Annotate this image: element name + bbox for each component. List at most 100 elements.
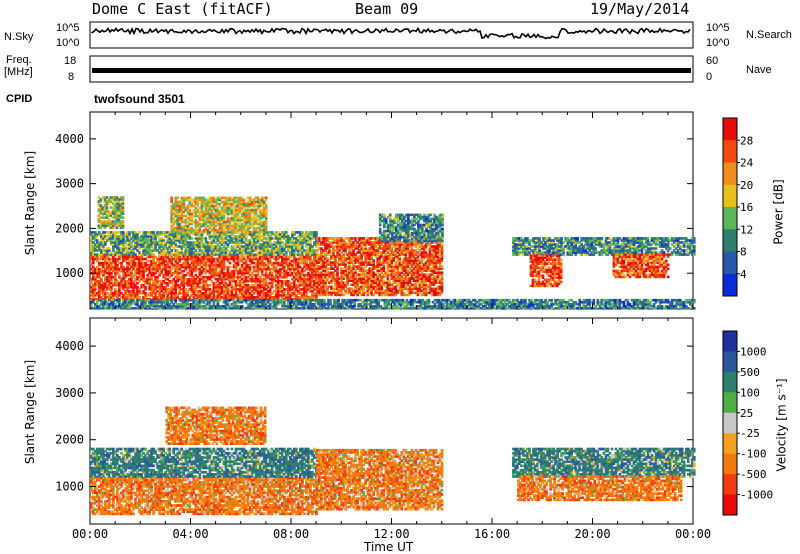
- heatmap-cell: [218, 263, 222, 267]
- heatmap-cell: [144, 292, 147, 295]
- heatmap-cell: [198, 269, 202, 273]
- heatmap-cell: [156, 269, 159, 273]
- heatmap-cell: [216, 290, 220, 293]
- heatmap-cell: [132, 288, 135, 291]
- heatmap-cell: [194, 279, 198, 283]
- heatmap-cell: [184, 259, 188, 263]
- heatmap-cell: [176, 296, 179, 299]
- heatmap-cell: [218, 259, 222, 263]
- heatmap-cell: [122, 279, 125, 283]
- heatmap-cell: [216, 292, 220, 295]
- heatmap-cell: [122, 269, 125, 273]
- heatmap-cell: [114, 269, 117, 273]
- heatmap-cell: [132, 290, 135, 293]
- heatmap-cell: [102, 269, 105, 273]
- heatmap-cell: [150, 285, 153, 289]
- heatmap-cell: [178, 277, 181, 281]
- heatmap-cell: [210, 290, 214, 293]
- heatmap-cell: [114, 277, 117, 281]
- heatmap-cell: [226, 294, 230, 297]
- heatmap-cell: [182, 261, 186, 265]
- heatmap-cell: [166, 263, 169, 267]
- heatmap-cell: [132, 279, 135, 283]
- heatmap-cell: [102, 271, 105, 275]
- heatmap-cell: [130, 259, 133, 263]
- heatmap-cell: [194, 269, 198, 273]
- heatmap-cell: [196, 283, 200, 287]
- heatmap-cell: [114, 275, 117, 279]
- heatmap-cell: [118, 288, 121, 291]
- heatmap-cell: [104, 269, 107, 273]
- heatmap-cell: [132, 275, 135, 279]
- heatmap-cell: [164, 255, 167, 259]
- heatmap-cell: [162, 261, 165, 265]
- heatmap-cell: [122, 294, 125, 297]
- heatmap-cell: [112, 265, 115, 269]
- heatmap-cell: [112, 298, 115, 301]
- heatmap-cell: [212, 271, 216, 275]
- heatmap-cell: [176, 253, 179, 257]
- heatmap-cell: [106, 257, 109, 261]
- heatmap-cell: [224, 275, 228, 279]
- heatmap-cell: [108, 247, 111, 250]
- heatmap-cell: [208, 277, 212, 281]
- heatmap-cell: [222, 281, 226, 285]
- heatmap-cell: [174, 259, 177, 263]
- heatmap-cell: [162, 281, 165, 285]
- heatmap-cell: [180, 281, 184, 285]
- heatmap-cell: [226, 285, 230, 289]
- heatmap-cell: [114, 259, 117, 263]
- heatmap-cell: [106, 283, 109, 287]
- heatmap-cell: [214, 285, 218, 289]
- heatmap-cell: [192, 283, 196, 287]
- heatmap-cell: [214, 273, 218, 277]
- heatmap-cell: [160, 263, 163, 267]
- heatmap-cell: [200, 261, 204, 265]
- heatmap-cell: [108, 279, 111, 283]
- heatmap-cell: [96, 283, 99, 287]
- heatmap-cell: [208, 257, 212, 261]
- heatmap-cell: [150, 267, 153, 271]
- heatmap-cell: [204, 275, 208, 279]
- heatmap-cell: [200, 275, 204, 279]
- heatmap-cell: [152, 273, 155, 277]
- heatmap-cell: [204, 263, 208, 267]
- heatmap-cell: [96, 259, 99, 263]
- heatmap-cell: [220, 281, 224, 285]
- heatmap-cell: [214, 257, 218, 261]
- heatmap-cell: [98, 271, 101, 275]
- heatmap-cell: [146, 277, 149, 281]
- heatmap-cell: [172, 257, 175, 261]
- heatmap-cell: [116, 290, 119, 293]
- heatmap-cell: [176, 283, 179, 287]
- heatmap-cell: [192, 263, 196, 267]
- heatmap-cell: [146, 267, 149, 271]
- heatmap-cell: [216, 283, 220, 287]
- heatmap-cell: [200, 265, 204, 269]
- heatmap-cell: [168, 296, 171, 299]
- heatmap-cell: [130, 261, 133, 265]
- heatmap-cell: [134, 257, 137, 261]
- heatmap-cell: [226, 283, 230, 287]
- heatmap-cell: [134, 271, 137, 275]
- heatmap-cell: [148, 281, 151, 285]
- heatmap-cell: [192, 285, 196, 289]
- heatmap-cell: [206, 269, 210, 273]
- heatmap-cell: [218, 275, 222, 279]
- heatmap-cell: [108, 294, 111, 297]
- heatmap-cell: [156, 259, 159, 263]
- heatmap-cell: [128, 269, 131, 273]
- heatmap-cell: [202, 279, 206, 283]
- heatmap-cell: [192, 261, 196, 265]
- heatmap-cell: [166, 283, 169, 287]
- heatmap-cell: [148, 285, 151, 289]
- heatmap-cell: [186, 265, 190, 269]
- heatmap-cell: [218, 265, 222, 269]
- heatmap-cell: [156, 275, 159, 279]
- heatmap-cell: [124, 267, 127, 271]
- heatmap-cell: [188, 283, 192, 287]
- heatmap-cell: [94, 283, 97, 287]
- heatmap-cell: [104, 259, 107, 263]
- heatmap-cell: [212, 283, 216, 287]
- heatmap-cell: [192, 294, 196, 297]
